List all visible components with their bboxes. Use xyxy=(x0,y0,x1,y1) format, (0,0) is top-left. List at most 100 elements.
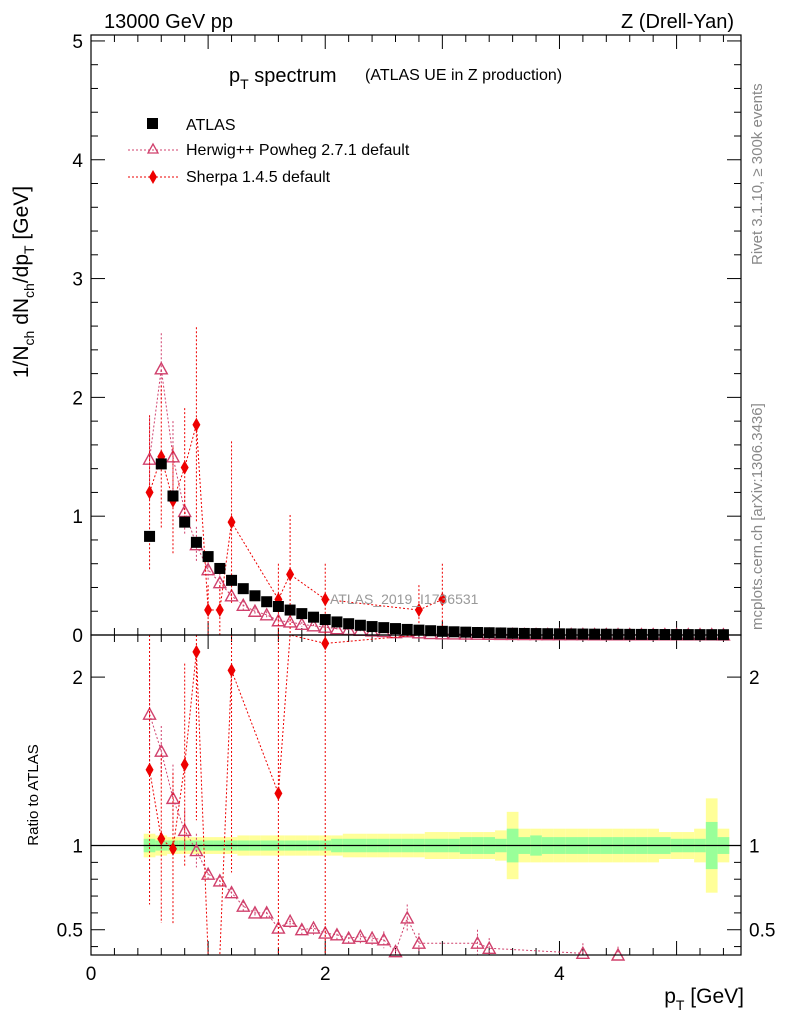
atlas-point xyxy=(542,628,554,640)
ratio-tick-label: 2 xyxy=(72,668,83,689)
sherpa-ratio-point xyxy=(145,762,154,777)
herwig-point xyxy=(282,614,298,628)
atlas-point xyxy=(308,611,320,623)
sherpa-point xyxy=(227,515,236,530)
y-tick-label: 5 xyxy=(72,32,83,53)
herwig-ratio-point xyxy=(165,790,181,805)
ratio-plot-frame xyxy=(90,634,742,956)
sherpa-point xyxy=(204,603,213,618)
herwig-ratio-point xyxy=(236,898,251,912)
herwig-point xyxy=(224,588,239,602)
ratio-tick-label-right: 1 xyxy=(749,837,760,858)
title-rest: spectrum xyxy=(249,65,337,87)
atlas-point xyxy=(436,625,448,637)
herwig-ratio-point xyxy=(364,930,380,944)
sherpa-point xyxy=(192,417,201,432)
atlas-point xyxy=(249,590,261,602)
herwig-ratio-point xyxy=(224,885,239,899)
herwig-point xyxy=(306,618,321,632)
sherpa-ratio-point xyxy=(192,644,201,659)
herwig-point xyxy=(294,616,309,631)
atlas-point xyxy=(261,596,273,608)
legend-sherpa-marker xyxy=(149,170,157,184)
atlas-point xyxy=(155,458,167,470)
herwig-point xyxy=(236,597,251,611)
y-axis-label: 1/Nch dNch/dpT [GeV] xyxy=(10,186,37,378)
sherpa-series xyxy=(145,327,447,956)
herwig-ratio-point xyxy=(177,822,192,837)
x-tick-label: 4 xyxy=(554,964,565,985)
atlas-point xyxy=(354,619,366,631)
atlas-point xyxy=(577,628,589,640)
x-axis-label: pT [GeV] xyxy=(664,985,744,1013)
plot-title-note: (ATLAS UE in Z production) xyxy=(365,67,562,84)
rivet-label: Rivet 3.1.10, ≥ 300k events xyxy=(749,83,766,265)
plot-title: pT spectrum xyxy=(229,65,337,92)
ratio-y-label: Ratio to ATLAS xyxy=(25,744,42,845)
herwig-ratio-point xyxy=(189,843,204,857)
title-sub: T xyxy=(240,76,249,92)
sherpa-point xyxy=(438,592,447,607)
atlas-point xyxy=(366,621,378,633)
energy-label: 13000 GeV pp xyxy=(104,11,233,33)
herwig-ratio-point xyxy=(400,910,415,924)
atlas-point xyxy=(413,624,425,636)
sherpa-point xyxy=(215,603,224,618)
atlas-point xyxy=(495,627,507,639)
atlas-point xyxy=(214,562,226,574)
herwig-ratio-point xyxy=(271,920,286,934)
atlas-point xyxy=(284,604,296,616)
herwig-ratio-point xyxy=(353,929,368,943)
atlas-point xyxy=(471,627,483,639)
atlas-point xyxy=(202,551,214,563)
sherpa-point xyxy=(145,485,154,500)
ratio-tick-label-right: 0.5 xyxy=(749,921,775,942)
herwig-point xyxy=(259,607,274,621)
atlas-point xyxy=(425,625,437,637)
atlas-point xyxy=(624,628,636,640)
herwig-ratio-point xyxy=(318,925,333,939)
legend-atlas-marker xyxy=(147,118,158,129)
atlas-point xyxy=(448,626,460,638)
x-tick-label: 0 xyxy=(86,964,97,985)
sherpa-ratio-point xyxy=(321,636,330,651)
sherpa-ratio-point xyxy=(180,757,189,772)
herwig-ratio-point xyxy=(306,920,321,934)
atlas-point xyxy=(507,627,519,639)
herwig-ratio-point xyxy=(411,935,427,949)
herwig-point xyxy=(212,575,228,589)
atlas-point xyxy=(565,628,577,640)
atlas-point xyxy=(331,616,343,628)
atlas-point xyxy=(600,628,612,640)
sherpa-line xyxy=(149,424,443,611)
y-tick-label: 0 xyxy=(72,626,83,647)
atlas-point xyxy=(296,608,308,620)
herwig-point xyxy=(177,503,192,518)
ratio-tick-label-right: 2 xyxy=(749,668,760,689)
herwig-point xyxy=(247,603,263,617)
atlas-point xyxy=(179,516,191,528)
herwig-ratio-point xyxy=(247,905,263,919)
mcplots-label: mcplots.cern.ch [arXiv:1306.3436] xyxy=(749,403,766,630)
atlas-point xyxy=(589,628,601,640)
legend-herwig-marker xyxy=(146,142,160,154)
atlas-point xyxy=(612,628,624,640)
y-tick-label: 1 xyxy=(72,507,83,528)
atlas-point xyxy=(553,628,565,640)
sherpa-ratio-point xyxy=(157,831,166,846)
herwig-ratio-point xyxy=(329,927,345,941)
herwig-ratio-point xyxy=(575,945,591,960)
xlabel-main: p xyxy=(664,985,676,1008)
herwig-ratio-point xyxy=(341,930,356,944)
xlabel-unit: [GeV] xyxy=(684,985,744,1008)
herwig-point xyxy=(154,361,169,375)
herwig-point xyxy=(329,621,345,635)
x-tick-label: 2 xyxy=(320,964,331,985)
legend: ATLAS Herwig++ Powheg 2.7.1 default Sher… xyxy=(128,117,410,186)
atlas-point xyxy=(226,574,238,586)
ratio-tick-label: 0.5 xyxy=(57,921,83,942)
y-tick-label: 3 xyxy=(72,270,83,291)
atlas-point xyxy=(319,614,331,626)
sherpa-ratio-point xyxy=(168,841,177,856)
